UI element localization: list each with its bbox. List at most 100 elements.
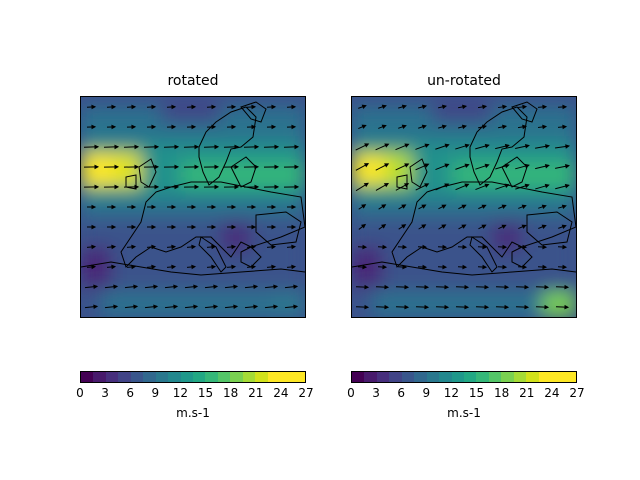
map-rotated — [80, 96, 306, 318]
wind-arrowhead — [482, 264, 488, 270]
wind-arrowhead — [253, 284, 259, 290]
colorbar-segment — [501, 372, 514, 382]
wind-arrowhead — [114, 144, 120, 150]
wind-arrowhead — [421, 104, 427, 110]
colorbar-segment — [439, 372, 452, 382]
wind-arrowhead — [171, 204, 177, 210]
wind-arrowhead — [191, 264, 197, 270]
wind-arrowhead — [151, 244, 157, 250]
wind-arrowhead — [251, 224, 257, 230]
wind-arrowhead — [114, 184, 120, 190]
wind-arrowhead — [234, 164, 240, 170]
wind-arrowhead — [231, 264, 237, 270]
wind-arrowhead — [214, 184, 220, 190]
wind-arrowhead — [401, 204, 407, 209]
wind-arrowhead — [522, 124, 528, 130]
wind-arrowhead — [193, 304, 199, 310]
colorbar-segment — [526, 372, 539, 382]
wind-arrowhead — [484, 304, 490, 310]
wind-arrowhead — [442, 264, 448, 270]
wind-arrowhead — [401, 224, 407, 229]
colorbar-segment — [352, 372, 365, 382]
wind-arrowhead — [541, 224, 547, 229]
wind-arrowhead — [213, 304, 219, 310]
wind-arrowhead — [253, 304, 259, 310]
wind-arrowhead — [274, 144, 280, 150]
wind-speed-map — [81, 97, 305, 317]
wind-arrowhead — [254, 164, 260, 170]
wind-arrowhead — [502, 104, 508, 110]
colorbar-ticks-rotated: 0 3 6 9 12 15 18 21 24 27 — [76, 386, 313, 406]
wind-arrowhead — [384, 163, 390, 168]
wind-arrowhead — [464, 163, 470, 168]
wind-arrowhead — [424, 304, 430, 310]
wind-arrowhead — [134, 164, 140, 170]
wind-arrowhead — [401, 124, 407, 130]
wind-arrowhead — [231, 224, 237, 230]
wind-arrowhead — [131, 104, 137, 110]
colorbar-tick-label: 15 — [468, 386, 485, 400]
colorbar-segment — [192, 372, 206, 382]
wind-arrowhead — [421, 224, 427, 229]
wind-arrowhead — [484, 163, 490, 169]
colorbar-segment — [463, 372, 477, 382]
wind-arrowhead — [134, 144, 140, 150]
wind-arrowhead — [441, 104, 447, 110]
wind-arrowhead — [131, 224, 137, 230]
wind-arrowhead — [294, 144, 300, 150]
wind-arrowhead — [231, 204, 237, 210]
wind-arrowhead — [444, 183, 450, 188]
wind-arrowhead — [293, 304, 299, 310]
panel-title-unrotated: un-rotated — [427, 73, 501, 89]
wind-arrowhead — [542, 264, 548, 270]
wind-arrowhead — [421, 124, 427, 130]
wind-arrowhead — [274, 164, 280, 170]
colorbar-unit-rotated: m.s-1 — [176, 406, 210, 420]
wind-arrowhead — [361, 124, 367, 129]
wind-arrowhead — [362, 264, 368, 270]
coastline — [501, 156, 528, 188]
colorbar-tick-label: 9 — [422, 386, 431, 400]
coastline — [125, 174, 137, 190]
wind-arrowhead — [363, 163, 370, 168]
wind-arrowhead — [194, 184, 200, 190]
wind-arrowhead — [462, 244, 468, 250]
wind-arrowhead — [211, 244, 217, 250]
wind-arrowhead — [293, 284, 299, 290]
wind-arrowhead — [564, 284, 570, 290]
wind-arrowhead — [114, 164, 120, 170]
wind-arrowhead — [422, 244, 428, 250]
wind-arrowhead — [564, 183, 570, 189]
wind-arrowhead — [562, 244, 568, 250]
wind-arrowhead — [565, 144, 571, 149]
wind-arrowhead — [524, 284, 530, 290]
wind-arrowhead — [273, 304, 279, 310]
colorbar-tick-label: 12 — [443, 386, 460, 400]
wind-arrowhead — [174, 144, 180, 150]
colorbar-tick-label: 6 — [397, 386, 406, 400]
wind-arrowhead — [133, 304, 139, 310]
wind-arrowhead — [111, 124, 117, 130]
colorbar-segment — [242, 372, 256, 382]
wind-arrowhead — [151, 124, 157, 130]
wind-arrowhead — [404, 284, 410, 290]
wind-arrowhead — [362, 244, 368, 250]
wind-arrowhead — [111, 104, 117, 110]
wind-arrowhead — [464, 183, 470, 188]
colorbar-tick-label: 24 — [544, 386, 560, 400]
wind-arrowhead — [441, 124, 447, 130]
wind-arrowhead — [271, 204, 277, 210]
wind-arrowhead — [502, 124, 508, 130]
wind-arrowhead — [271, 124, 277, 130]
wind-arrowhead — [151, 204, 157, 210]
coastline — [255, 211, 302, 246]
wind-arrowhead — [522, 264, 528, 270]
wind-arrowhead — [154, 184, 160, 190]
wind-arrowhead — [274, 184, 280, 190]
wind-arrowhead — [382, 244, 388, 250]
coastline — [240, 246, 262, 268]
wind-arrowhead — [444, 163, 450, 168]
wind-arrowhead — [404, 143, 410, 148]
wind-arrowhead — [291, 224, 297, 230]
colorbar-unrotated — [351, 371, 577, 383]
